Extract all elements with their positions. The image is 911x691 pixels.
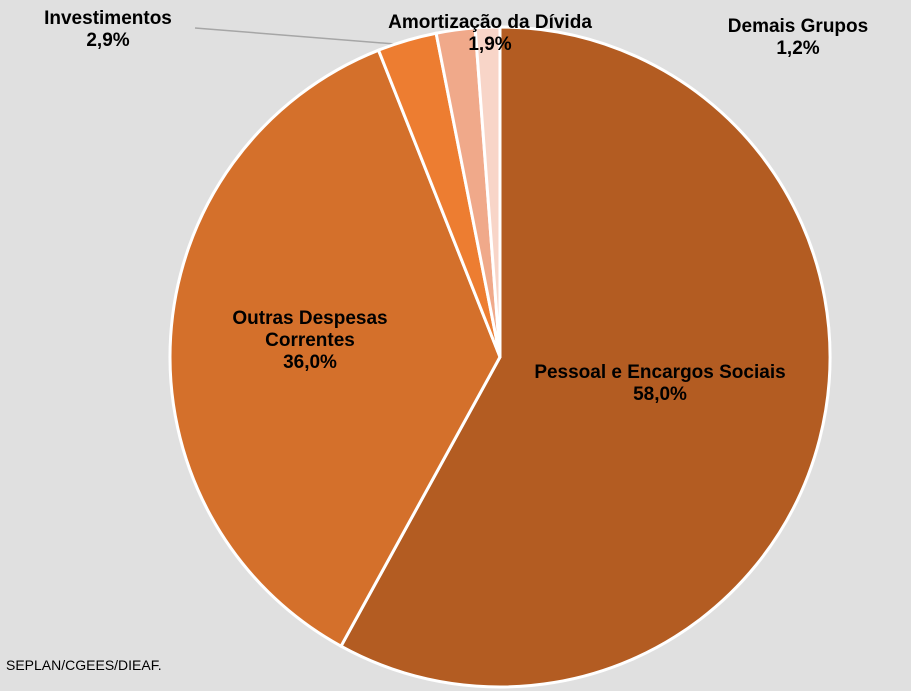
category-label: Pessoal e Encargos Sociais xyxy=(534,362,786,383)
slice-label: Amortização da Dívida 1,9% xyxy=(360,12,620,56)
category-label: Demais Grupos xyxy=(727,16,869,37)
value-label: 1,2% xyxy=(776,38,820,59)
slice-label: Investimentos 2,9% xyxy=(8,8,208,52)
leader-line xyxy=(194,27,396,45)
source: SEPLAN/CGEES/DIEAF. xyxy=(6,657,162,673)
value-label: 2,9% xyxy=(86,30,130,51)
value-label: 1,9% xyxy=(468,34,512,55)
category-label: Outras Despesas Correntes xyxy=(232,308,388,351)
pie-slice xyxy=(338,25,832,689)
slice-label: Pessoal e Encargos Sociais 58,0% xyxy=(530,362,790,406)
category-label: Investimentos xyxy=(44,8,172,29)
slice-label: Outras Despesas Correntes 36,0% xyxy=(210,308,410,374)
pie-slice xyxy=(168,48,502,649)
value-label: 58,0% xyxy=(633,384,687,405)
category-label: Amortização da Dívida xyxy=(388,12,592,33)
pie-slice xyxy=(473,25,502,358)
value-label: 36,0% xyxy=(283,352,337,373)
slice-label: Demais Grupos 1,2% xyxy=(688,16,908,60)
